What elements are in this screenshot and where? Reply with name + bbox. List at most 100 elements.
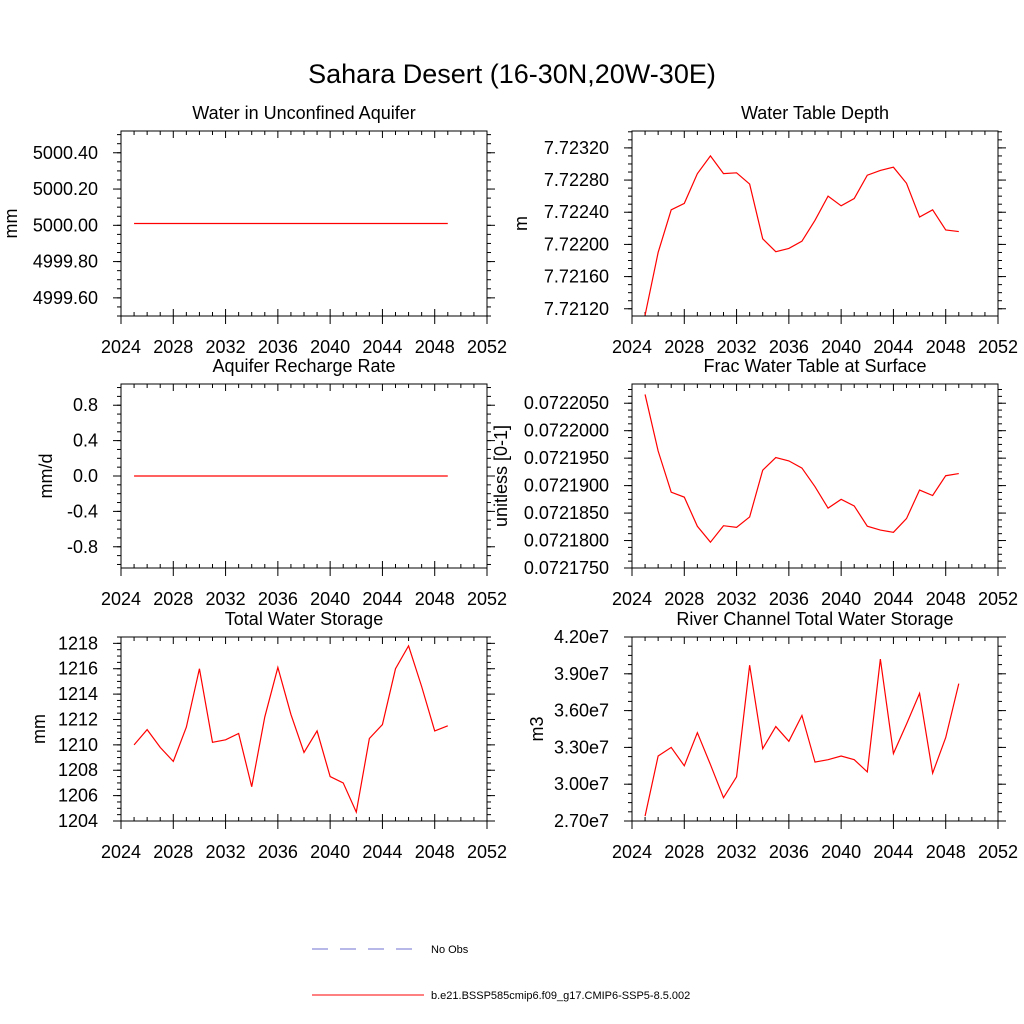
x-tick-label: 2032 xyxy=(206,337,246,357)
y-tick-label: 5000.40 xyxy=(33,143,98,163)
x-tick-label: 2048 xyxy=(415,842,455,862)
x-tick-label: 2024 xyxy=(612,842,652,862)
y-tick-label: 1206 xyxy=(58,786,98,806)
legend-obs-label: No Obs xyxy=(431,944,469,956)
x-tick-label: 2036 xyxy=(769,589,809,609)
series-line xyxy=(644,154,959,316)
y-tick-label: 0.0 xyxy=(73,466,98,486)
y-tick-label: 1212 xyxy=(58,709,98,729)
x-tick-label: 2036 xyxy=(258,337,298,357)
x-tick-label: 2040 xyxy=(310,842,350,862)
y-axis-label: mm xyxy=(29,714,49,744)
y-tick-label: 0.0721900 xyxy=(524,476,609,496)
y-tick-label: 3.00e7 xyxy=(554,774,609,794)
y-tick-label: 1210 xyxy=(58,735,98,755)
x-tick-label: 2040 xyxy=(310,337,350,357)
x-tick-label: 2052 xyxy=(467,589,507,609)
x-tick-label: 2024 xyxy=(612,589,652,609)
y-tick-label: 0.0722000 xyxy=(524,421,609,441)
y-tick-label: 5000.20 xyxy=(33,179,98,199)
panel-3: Aquifer Recharge Rate mm/d 2024 2028 2032 203… xyxy=(36,356,507,609)
series-line xyxy=(644,394,959,544)
y-axis-label: mm xyxy=(1,209,21,239)
y-tick-label: 0.0721950 xyxy=(524,448,609,468)
x-tick-label: 2044 xyxy=(873,589,913,609)
plot-frame xyxy=(631,130,999,317)
panel-4: Frac Water Table at Surface unitless [0-1… xyxy=(491,356,1018,609)
legend-model-label: b.e21.BSSP585cmip6.f09_g17.CMIP6-SSP5-8.… xyxy=(431,990,690,1002)
x-tick-label: 2032 xyxy=(717,337,757,357)
x-tick-label: 2036 xyxy=(258,589,298,609)
y-tick-label: 4999.60 xyxy=(33,288,98,308)
panel-title: Water Table Depth xyxy=(741,103,889,123)
x-tick-label: 2024 xyxy=(101,337,141,357)
x-tick-label: 2040 xyxy=(821,589,861,609)
x-tick-label: 2048 xyxy=(415,589,455,609)
x-tick-label: 2032 xyxy=(206,589,246,609)
y-tick-label: 4999.80 xyxy=(33,252,98,272)
y-tick-label: 0.0721800 xyxy=(524,531,609,551)
x-tick-label: 2028 xyxy=(664,842,704,862)
y-tick-label: 0.4 xyxy=(73,431,98,451)
y-tick-label: 2.70e7 xyxy=(554,811,609,831)
y-tick-label: 7.72240 xyxy=(544,202,609,222)
x-tick-label: 2052 xyxy=(978,337,1018,357)
y-tick-label: 0.0722050 xyxy=(524,393,609,413)
series-line xyxy=(133,644,449,815)
panel-title: Frac Water Table at Surface xyxy=(703,356,926,376)
x-tick-label: 2036 xyxy=(769,337,809,357)
x-tick-label: 2024 xyxy=(101,589,141,609)
legend: No Obs b.e21.BSSP585cmip6.f09_g17.CMIP6-… xyxy=(312,944,690,1002)
y-tick-label: 3.90e7 xyxy=(554,664,609,684)
x-tick-label: 2052 xyxy=(978,589,1018,609)
y-tick-label: 7.72160 xyxy=(544,267,609,287)
x-tick-label: 2032 xyxy=(717,842,757,862)
y-tick-label: 5000.00 xyxy=(33,215,98,235)
x-tick-label: 2040 xyxy=(821,337,861,357)
x-tick-label: 2036 xyxy=(769,842,809,862)
x-tick-label: 2024 xyxy=(101,842,141,862)
y-tick-label: 1208 xyxy=(58,760,98,780)
x-tick-label: 2036 xyxy=(258,842,298,862)
y-tick-label: 7.72120 xyxy=(544,299,609,319)
panel-title: Total Water Storage xyxy=(225,609,383,629)
y-tick-label: -0.4 xyxy=(67,501,98,521)
y-tick-label: 7.72280 xyxy=(544,170,609,190)
y-axis-label: mm/d xyxy=(36,454,56,499)
panel-2: Water Table Depth m 2024 2028 2032 2036 2040 20… xyxy=(511,103,1018,357)
x-tick-label: 2044 xyxy=(873,842,913,862)
panel-title: Water in Unconfined Aquifer xyxy=(192,103,415,123)
x-tick-label: 2044 xyxy=(362,337,402,357)
x-tick-label: 2052 xyxy=(978,842,1018,862)
y-tick-label: 0.8 xyxy=(73,395,98,415)
x-tick-label: 2048 xyxy=(415,337,455,357)
y-tick-label: 1218 xyxy=(58,633,98,653)
x-tick-label: 2044 xyxy=(362,842,402,862)
x-tick-label: 2040 xyxy=(821,842,861,862)
x-tick-label: 2052 xyxy=(467,337,507,357)
y-axis-label: m xyxy=(511,216,531,231)
y-tick-label: 3.30e7 xyxy=(554,737,609,757)
y-axis-label: unitless [0-1] xyxy=(491,425,511,527)
plot-frame xyxy=(631,383,999,569)
panel-5: Total Water Storage mm 2024 2028 2032 2036 204… xyxy=(29,609,507,862)
y-tick-label: 4.20e7 xyxy=(554,627,609,647)
x-tick-label: 2044 xyxy=(873,337,913,357)
panel-title: Aquifer Recharge Rate xyxy=(212,356,395,376)
x-tick-label: 2032 xyxy=(206,842,246,862)
x-tick-label: 2028 xyxy=(153,589,193,609)
y-tick-label: 1214 xyxy=(58,684,98,704)
y-tick-label: -0.8 xyxy=(67,537,98,557)
x-tick-label: 2044 xyxy=(362,589,402,609)
y-tick-label: 7.72200 xyxy=(544,234,609,254)
x-tick-label: 2048 xyxy=(926,589,966,609)
y-tick-label: 7.72320 xyxy=(544,138,609,158)
x-tick-label: 2028 xyxy=(664,589,704,609)
y-tick-label: 3.60e7 xyxy=(554,701,609,721)
x-tick-label: 2024 xyxy=(612,337,652,357)
series-line xyxy=(644,658,960,817)
x-tick-label: 2040 xyxy=(310,589,350,609)
y-tick-label: 1216 xyxy=(58,659,98,679)
